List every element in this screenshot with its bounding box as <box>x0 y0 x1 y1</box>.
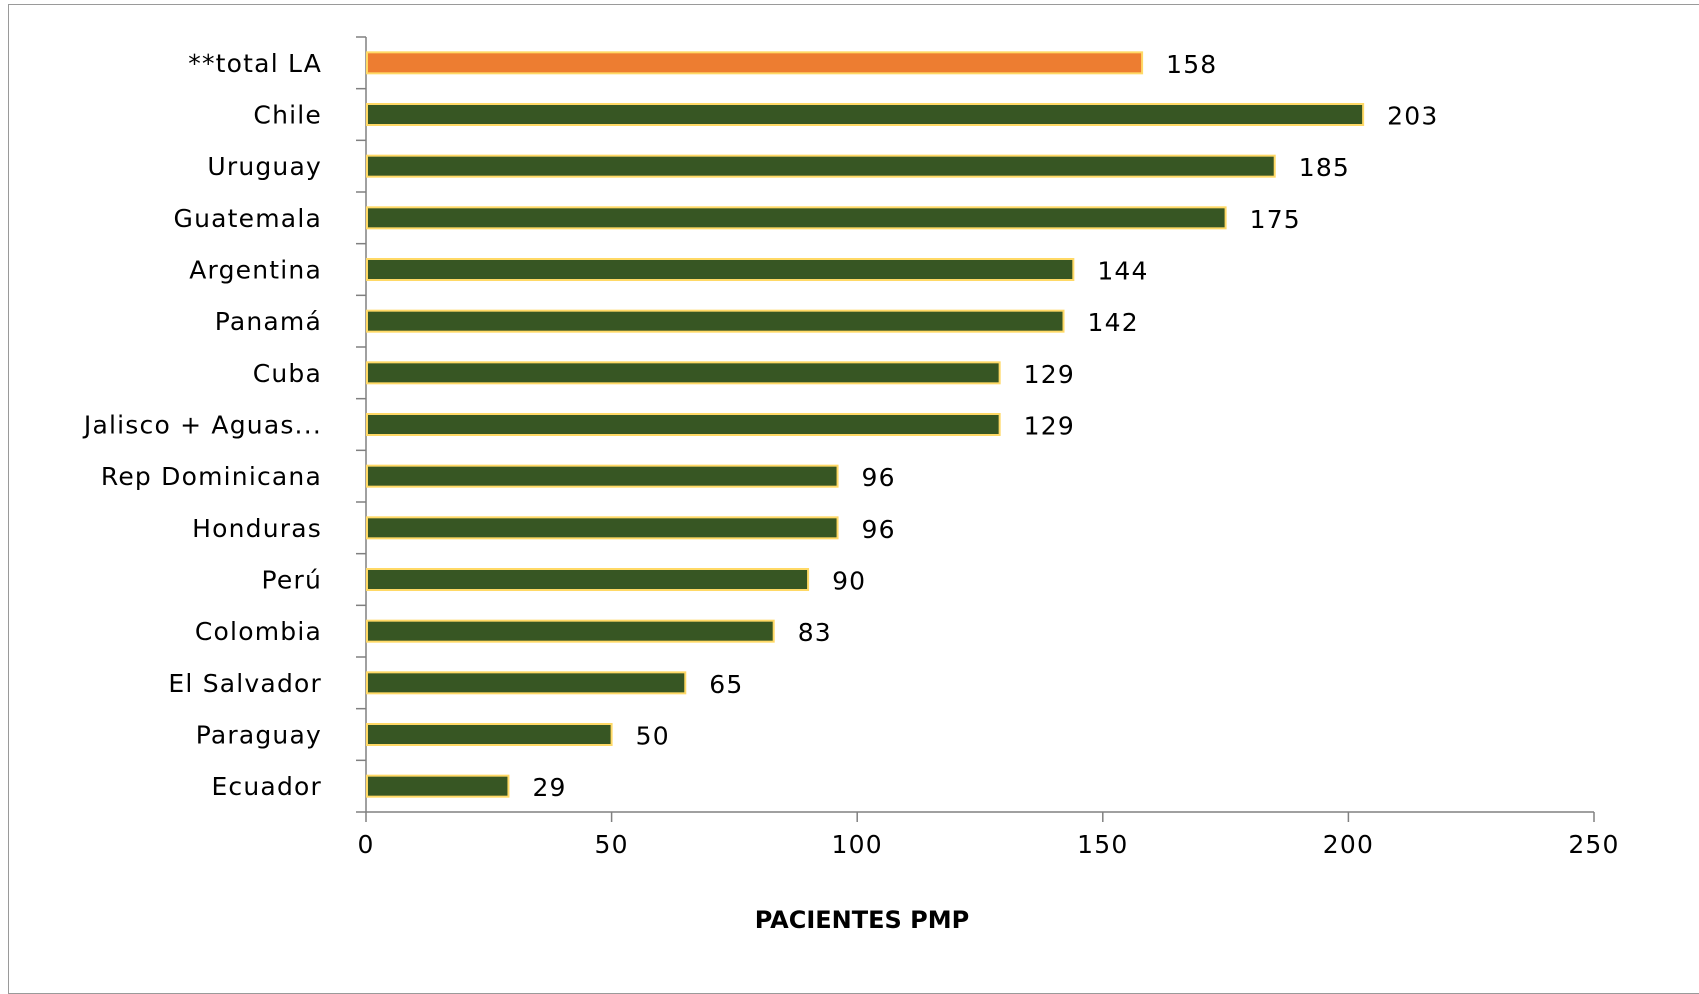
category-label: Honduras <box>192 514 322 543</box>
x-tick-label: 0 <box>357 830 374 859</box>
bar <box>366 774 510 798</box>
x-tick-label: 50 <box>594 830 628 859</box>
bar <box>366 361 1001 385</box>
x-tick-label: 200 <box>1323 830 1374 859</box>
value-label: 158 <box>1166 50 1217 79</box>
category-label: Uruguay <box>207 152 322 181</box>
value-label: 90 <box>832 567 866 596</box>
bar <box>366 309 1065 333</box>
chart-bars <box>366 51 1365 798</box>
bar-highlight <box>366 51 1144 75</box>
bar <box>366 258 1075 281</box>
category-label: Guatemala <box>174 204 322 233</box>
value-label: 83 <box>798 618 832 647</box>
value-label: 185 <box>1299 153 1350 182</box>
bar <box>366 413 1001 436</box>
value-label: 65 <box>709 670 743 699</box>
bar <box>366 464 839 488</box>
value-label: 142 <box>1088 308 1139 337</box>
category-labels: **total LA Chile Uruguay Guatemala Argentina… <box>82 49 323 801</box>
category-label: Panamá <box>215 307 322 336</box>
category-label: Chile <box>253 101 322 130</box>
value-label: 129 <box>1024 412 1075 441</box>
category-label: Paraguay <box>196 721 322 750</box>
value-label: 203 <box>1387 102 1438 131</box>
category-label: Ecuador <box>211 772 322 801</box>
bar <box>366 671 687 695</box>
bar <box>366 103 1365 126</box>
category-label: Argentina <box>189 256 322 285</box>
bar <box>366 723 613 746</box>
x-tick-label: 150 <box>1077 830 1128 859</box>
x-axis-title: PACIENTES PMP <box>755 906 969 934</box>
x-tick-label: 250 <box>1568 830 1619 859</box>
x-tick-labels: 0 50 100 150 200 250 <box>357 830 1619 859</box>
value-label: 129 <box>1024 360 1075 389</box>
value-label: 96 <box>862 463 896 492</box>
category-label: Rep Dominicana <box>101 462 322 491</box>
category-label: El Salvador <box>168 669 322 698</box>
bar <box>366 516 839 540</box>
category-label: Jalisco + Aguas... <box>82 411 322 440</box>
bar <box>366 154 1276 178</box>
bar <box>366 206 1227 230</box>
value-label: 29 <box>532 773 566 802</box>
bar <box>366 619 775 643</box>
value-label: 175 <box>1250 205 1301 234</box>
category-label: **total LA <box>188 49 322 78</box>
value-label: 96 <box>862 515 896 544</box>
category-label: Cuba <box>253 359 322 388</box>
category-label: Perú <box>262 566 323 595</box>
category-label: Colombia <box>195 617 322 646</box>
value-label: 144 <box>1097 257 1148 286</box>
x-tick-label: 100 <box>832 830 883 859</box>
value-label: 50 <box>636 722 670 751</box>
bar <box>366 568 810 591</box>
